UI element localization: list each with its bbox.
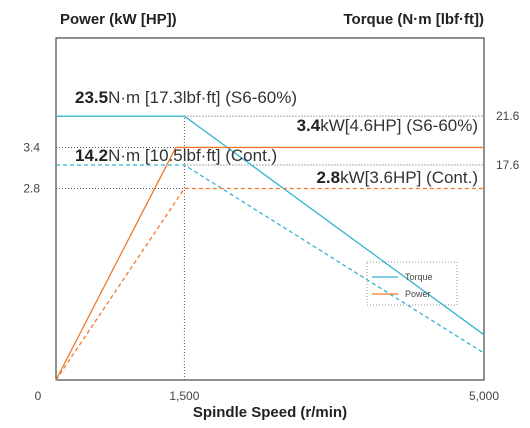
legend-label: Torque bbox=[405, 272, 433, 282]
y2-tick-label: 17.6 bbox=[496, 158, 520, 172]
series-line bbox=[55, 146, 484, 381]
annotation: 14.2N·m [10.5lbf·ft] (Cont.) bbox=[75, 146, 277, 165]
annotation-value: 2.8 bbox=[316, 168, 340, 187]
annotation-value: 23.5 bbox=[75, 88, 108, 107]
x-tick-label: 1,500 bbox=[169, 389, 199, 403]
y-axis-title: Power (kW [HP]) bbox=[60, 11, 177, 28]
annotation-text: kW[3.6HP] (Cont.) bbox=[340, 168, 478, 187]
legend-label: Power bbox=[405, 289, 431, 299]
annotation: 2.8kW[3.6HP] (Cont.) bbox=[316, 168, 478, 187]
annotation-value: 14.2 bbox=[75, 146, 108, 165]
y2-axis-title: Torque (N·m [lbf·ft]) bbox=[343, 11, 484, 28]
series-line bbox=[56, 164, 485, 354]
y2-tick-label: 21.6 bbox=[496, 109, 520, 123]
series-line bbox=[56, 115, 485, 336]
y-tick-label: 2.8 bbox=[23, 181, 40, 195]
y-tick-label: 3.4 bbox=[23, 140, 40, 154]
annotation-text: N·m [10.5lbf·ft] (Cont.) bbox=[108, 146, 277, 165]
x-tick-label: 5,000 bbox=[469, 389, 499, 403]
annotation: 3.4kW[4.6HP] (S6-60%) bbox=[297, 116, 478, 135]
legend-box bbox=[366, 261, 458, 306]
series-line bbox=[55, 187, 484, 381]
annotation: 23.5N·m [17.3lbf·ft] (S6-60%) bbox=[75, 88, 297, 107]
plot-frame bbox=[55, 37, 485, 381]
annotation-value: 3.4 bbox=[297, 116, 321, 135]
annotation-text: kW[4.6HP] (S6-60%) bbox=[320, 116, 478, 135]
x-axis-title: Spindle Speed (r/min) bbox=[193, 404, 347, 421]
x-tick-label: 0 bbox=[35, 389, 42, 403]
annotation-text: N·m [17.3lbf·ft] (S6-60%) bbox=[108, 88, 297, 107]
